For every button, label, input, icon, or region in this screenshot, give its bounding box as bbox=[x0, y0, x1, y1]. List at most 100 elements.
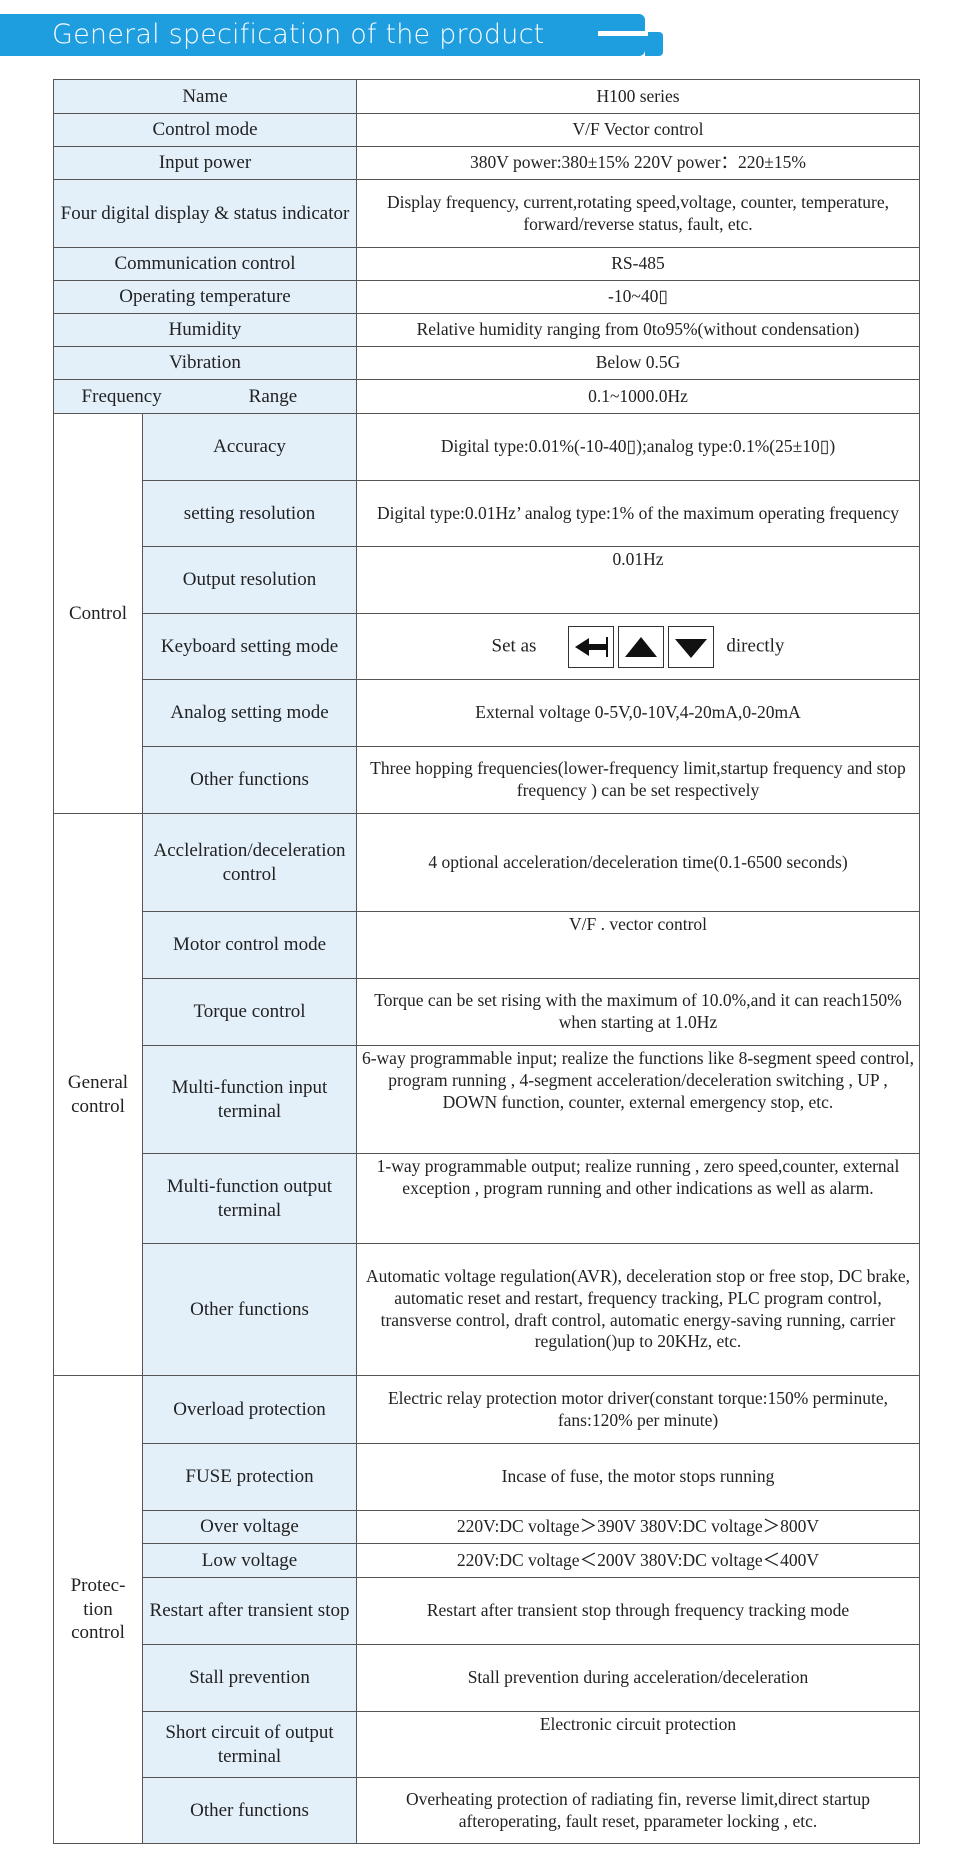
header-banner bbox=[0, 14, 645, 56]
table-row: Low voltage 220V:DC voltage＜200V 380V:DC … bbox=[54, 1543, 920, 1578]
spec-value: 220V:DC voltage＞390V 380V:DC voltage＞800… bbox=[356, 1510, 920, 1544]
table-row: Torque control Torque can be set rising w… bbox=[54, 978, 920, 1046]
spec-key: Stall prevention bbox=[142, 1644, 357, 1712]
spec-value: 220V:DC voltage＜200V 380V:DC voltage＜400… bbox=[356, 1543, 920, 1578]
spec-key: Multi-function input terminal bbox=[142, 1045, 357, 1154]
table-row: Communication control RS-485 bbox=[53, 247, 920, 281]
spec-key: Input power bbox=[53, 146, 357, 180]
table-row: Input power 380V power:380±15% 220V power… bbox=[53, 146, 920, 180]
table-row: setting resolution Digital type:0.01Hz’ a… bbox=[54, 480, 920, 547]
spec-key: Communication control bbox=[53, 247, 357, 281]
table-row: Analog setting mode External voltage 0-5V… bbox=[54, 679, 920, 747]
table-row: FUSE protection Incase of fuse, the motor… bbox=[54, 1443, 920, 1511]
table-row: Multi-function output terminal 1-way prog… bbox=[54, 1153, 920, 1244]
table-row: Over voltage 220V:DC voltage＞390V 380V:DC… bbox=[54, 1510, 920, 1544]
header-banner-slot bbox=[598, 31, 648, 36]
spec-key: Keyboard setting mode bbox=[142, 613, 357, 680]
table-row: Other functions Automatic voltage regulat… bbox=[54, 1243, 920, 1376]
spec-value: Digital type:0.01%(-10-40▯);analog type:… bbox=[356, 413, 920, 481]
spec-key: Control mode bbox=[53, 113, 357, 147]
spec-value: 1-way programmable output; realize runni… bbox=[356, 1153, 920, 1244]
spec-value: Incase of fuse, the motor stops running bbox=[356, 1443, 920, 1511]
spec-key: Name bbox=[53, 79, 357, 114]
spec-key: Accuracy bbox=[142, 413, 357, 481]
spec-value: -10~40▯ bbox=[356, 280, 920, 314]
spec-value: Overheating protection of radiating fin,… bbox=[356, 1777, 920, 1844]
table-row: Protec-tion control Overload protection El… bbox=[53, 1375, 920, 1844]
spec-value: Below 0.5G bbox=[356, 346, 920, 380]
table-row: Vibration Below 0.5G bbox=[53, 346, 920, 380]
table-row: Other functions Overheating protection of… bbox=[54, 1777, 920, 1844]
table-row: General control Acclelration/deceleration… bbox=[53, 813, 920, 1376]
spec-value: Electronic circuit protection bbox=[356, 1711, 920, 1778]
table-row: Four digital display & status indicator D… bbox=[53, 179, 920, 248]
value-suffix: directly bbox=[726, 634, 785, 656]
spec-value: 6-way programmable input; realize the fu… bbox=[356, 1045, 920, 1154]
spec-key: Acclelration/deceleration control bbox=[142, 813, 357, 912]
table-row: Operating temperature -10~40▯ bbox=[53, 280, 920, 314]
spec-value: RS-485 bbox=[356, 247, 920, 281]
spec-value: Digital type:0.01Hz’ analog type:1% of t… bbox=[356, 480, 920, 547]
spec-key-part: Range bbox=[248, 385, 298, 407]
table-row: Motor control mode V/F . vector control bbox=[54, 911, 920, 979]
spec-value: 0.1~1000.0Hz bbox=[356, 379, 920, 414]
table-row: Stall prevention Stall prevention during … bbox=[54, 1644, 920, 1712]
spec-key: Vibration bbox=[53, 346, 357, 380]
spec-key: Other functions bbox=[142, 1243, 357, 1376]
table-row: Short circuit of output terminal Electron… bbox=[54, 1711, 920, 1778]
spec-value: Restart after transient stop through fre… bbox=[356, 1577, 920, 1645]
spec-value: External voltage 0-5V,0-10V,4-20mA,0-20m… bbox=[356, 679, 920, 747]
spec-value: Automatic voltage regulation(AVR), decel… bbox=[356, 1243, 920, 1376]
spec-key: Analog setting mode bbox=[142, 679, 357, 747]
spec-value: H100 series bbox=[356, 79, 920, 114]
spec-value: V/F . vector control bbox=[356, 911, 920, 979]
spec-key: Restart after transient stop bbox=[142, 1577, 357, 1645]
page-title: General specification of the product bbox=[52, 19, 545, 50]
table-row: Control Accuracy Digital type:0.01%(-10-40… bbox=[53, 413, 920, 814]
spec-key: Other functions bbox=[142, 1777, 357, 1844]
spec-value: Set as directly bbox=[356, 613, 920, 680]
spec-key: Other functions bbox=[142, 746, 357, 814]
table-row: Name H100 series bbox=[53, 79, 920, 114]
spec-key: Humidity bbox=[53, 313, 357, 347]
spec-key: Operating temperature bbox=[53, 280, 357, 314]
spec-value: Relative humidity ranging from 0to95%(wi… bbox=[356, 313, 920, 347]
table-row: Multi-function input terminal 6-way progr… bbox=[54, 1045, 920, 1154]
spec-value: Electric relay protection motor driver(c… bbox=[356, 1375, 920, 1444]
spec-key: Over voltage bbox=[142, 1510, 357, 1544]
spec-key: Overload protection bbox=[142, 1375, 357, 1444]
table-row: Output resolution 0.01Hz bbox=[54, 546, 920, 614]
table-row: Humidity Relative humidity ranging from 0… bbox=[53, 313, 920, 347]
table-row: Restart after transient stop Restart afte… bbox=[54, 1577, 920, 1645]
up-arrow-icon bbox=[618, 625, 665, 668]
spec-key: Short circuit of output terminal bbox=[142, 1711, 357, 1778]
spec-key: Multi-function output terminal bbox=[142, 1153, 357, 1244]
spec-key: FUSE protection bbox=[142, 1443, 357, 1511]
spec-key: setting resolution bbox=[142, 480, 357, 547]
spec-key: Low voltage bbox=[142, 1543, 357, 1578]
spec-value: 380V power:380±15% 220V power：220±15% bbox=[356, 146, 920, 180]
spec-key: Torque control bbox=[142, 978, 357, 1046]
spec-key: Motor control mode bbox=[142, 911, 357, 979]
spec-key: Frequency Range bbox=[53, 379, 357, 414]
group-label: General control bbox=[53, 813, 143, 1376]
header-banner-tab bbox=[645, 32, 663, 56]
table-row: Keyboard setting mode Set as directly bbox=[54, 613, 920, 680]
spec-value: V/F Vector control bbox=[356, 113, 920, 147]
spec-value: 0.01Hz bbox=[356, 546, 920, 614]
spec-key: Output resolution bbox=[142, 546, 357, 614]
spec-value: Torque can be set rising with the maximu… bbox=[356, 978, 920, 1046]
group-label: Protec-tion control bbox=[53, 1375, 143, 1844]
left-arrow-icon bbox=[568, 625, 615, 668]
spec-value: Stall prevention during acceleration/dec… bbox=[356, 1644, 920, 1712]
spec-value: Display frequency, current,rotating spee… bbox=[356, 179, 920, 248]
table-row: Frequency Range 0.1~1000.0Hz bbox=[53, 379, 920, 414]
spec-value: Three hopping frequencies(lower-frequenc… bbox=[356, 746, 920, 814]
table-row: Other functions Three hopping frequencies… bbox=[54, 746, 920, 814]
value-prefix: Set as bbox=[491, 634, 537, 656]
down-arrow-icon bbox=[668, 625, 715, 668]
spec-key-part: Frequency bbox=[81, 385, 162, 407]
spec-table: Name H100 series Control mode V/F Vector co… bbox=[53, 79, 920, 1844]
spec-value: 4 optional acceleration/deceleration tim… bbox=[356, 813, 920, 912]
table-row: Control mode V/F Vector control bbox=[53, 113, 920, 147]
